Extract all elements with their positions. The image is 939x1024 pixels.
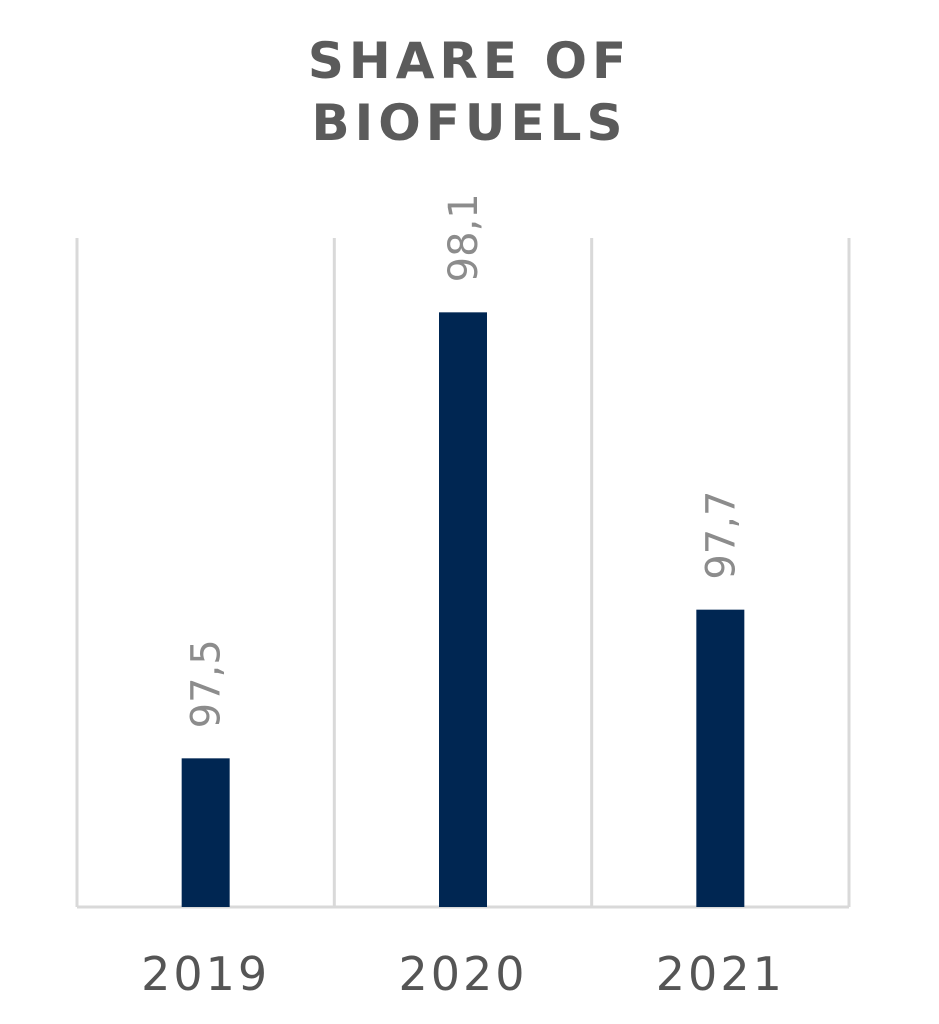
- data-label-2020: 98,1: [441, 193, 487, 282]
- bar-2019: [181, 758, 230, 907]
- data-label-2019: 97,5: [184, 639, 230, 728]
- x-tick-label-2020: 2020: [398, 947, 527, 1001]
- x-tick-label-2019: 2019: [141, 947, 270, 1001]
- chart-title-line-2: BIOFUELS: [311, 94, 628, 152]
- data-label-2021: 97,7: [698, 491, 744, 580]
- bar-2020: [439, 312, 487, 907]
- x-tick-label-2021: 2021: [656, 947, 785, 1001]
- chart-title-line-1: SHARE OF: [307, 32, 632, 90]
- bar-2021: [696, 609, 745, 907]
- chart-title: SHARE OF BIOFUELS: [0, 30, 939, 154]
